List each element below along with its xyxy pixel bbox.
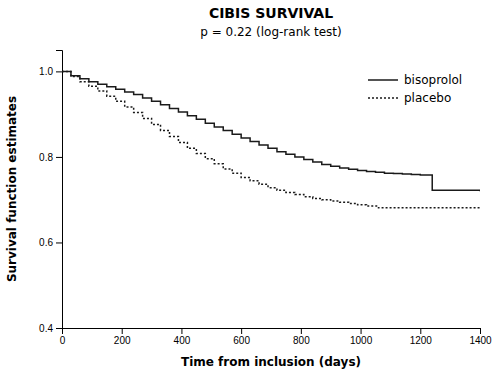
tick: 0.4 <box>39 323 62 334</box>
tick: 600 <box>233 328 250 346</box>
title: CIBIS SURVIVAL <box>209 5 333 21</box>
tick-label: 1000 <box>350 335 373 346</box>
legend-item: placebo <box>368 91 451 105</box>
axis-line <box>63 329 481 335</box>
tick-mark <box>56 242 62 243</box>
legend-swatch <box>368 97 398 99</box>
tick-label: 0.4 <box>39 323 53 334</box>
tick-mark <box>301 328 302 334</box>
legend-item: bisoprolol <box>368 73 462 87</box>
axis-line <box>56 51 63 329</box>
tick-label: 800 <box>293 335 310 346</box>
y-axis-title: Survival function estimates <box>5 96 19 282</box>
tick-mark <box>420 328 421 334</box>
tick-mark <box>56 71 62 72</box>
legend-label: placebo <box>404 91 451 105</box>
tick: 1000 <box>350 328 373 346</box>
series-line <box>62 71 480 209</box>
tick-label: 0.8 <box>39 152 53 163</box>
y-axis: 0.4 0.6 0.8 1.0 <box>39 51 62 334</box>
tick-label: 600 <box>233 335 250 346</box>
tick: 1.0 <box>39 66 62 77</box>
tick: 0.8 <box>39 152 62 163</box>
legend-swatch <box>368 79 398 81</box>
x-axis-title: Time from inclusion (days) <box>181 355 361 369</box>
tick-label: 1400 <box>469 335 492 346</box>
tick-label: 200 <box>114 335 131 346</box>
tick: 0.6 <box>39 237 62 248</box>
legend-label: bisoprolol <box>404 73 462 87</box>
tick: 800 <box>293 328 310 346</box>
tick: 1200 <box>410 328 433 346</box>
tick: 400 <box>174 328 191 346</box>
plot: 0 200 400 600 800 1000 1200 1400 0.4 0.6 0.8 1.0 bis… <box>39 51 492 347</box>
tick-label: 0 <box>60 335 66 346</box>
tick-mark <box>480 328 481 334</box>
subtitle: p = 0.22 (log-rank test) <box>200 25 342 39</box>
tick-mark <box>241 328 242 334</box>
chart: 0 200 400 600 800 1000 1200 1400 0.4 0.6 0.8 1.0 bis… <box>0 0 500 374</box>
tick: 0 <box>60 328 66 346</box>
tick-mark <box>122 328 123 334</box>
tick-label: 1.0 <box>39 66 53 77</box>
series-group <box>62 71 480 209</box>
tick-mark <box>56 328 62 329</box>
tick: 200 <box>114 328 131 346</box>
tick-mark <box>56 157 62 158</box>
tick-mark <box>361 328 362 334</box>
x-axis: 0 200 400 600 800 1000 1200 1400 <box>60 328 492 346</box>
tick-label: 1200 <box>410 335 433 346</box>
series-line <box>62 71 480 191</box>
tick-label: 400 <box>174 335 191 346</box>
legend: bisoprolol placebo <box>368 73 462 105</box>
tick-label: 0.6 <box>39 237 53 248</box>
tick: 1400 <box>469 328 492 346</box>
tick-mark <box>181 328 182 334</box>
